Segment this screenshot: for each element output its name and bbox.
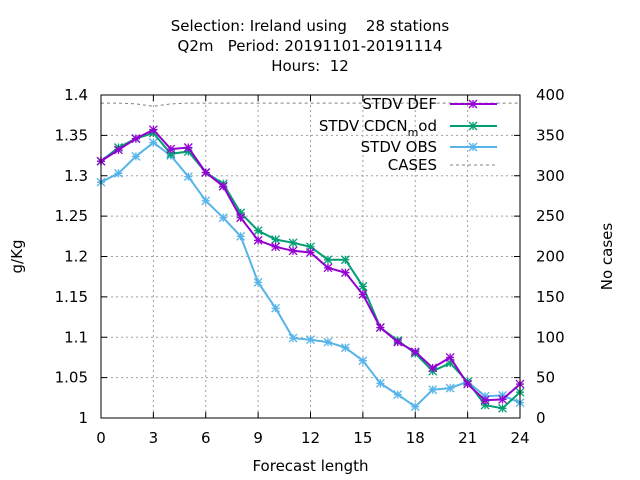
x-tick-label: 24: [510, 429, 529, 447]
data-point-stdv-cdcn: [271, 235, 281, 245]
data-point-stdv-cdcn: [358, 281, 368, 291]
data-point-stdv-def: [218, 181, 228, 191]
data-point-stdv-obs: [445, 383, 455, 393]
data-point-stdv-def: [148, 125, 158, 135]
y2-tick-label: 350: [536, 126, 565, 144]
chart-title-line-2: Q2m Period: 20191101-20191114: [177, 37, 443, 55]
data-point-stdv-obs: [428, 385, 438, 395]
legend-label-stdv-obs: STDV OBS: [361, 138, 437, 156]
y2-tick-label: 150: [536, 288, 565, 306]
x-tick-label: 3: [149, 429, 159, 447]
y2-tick-label: 300: [536, 167, 565, 185]
data-point-stdv-obs: [183, 172, 193, 182]
data-point-stdv-cdcn: [253, 226, 263, 236]
data-point-stdv-obs: [113, 168, 123, 178]
data-point-stdv-obs: [323, 337, 333, 347]
y-tick-label: 1: [78, 409, 88, 427]
y-tick-label: 1.25: [55, 207, 88, 225]
data-point-stdv-def: [253, 235, 263, 245]
data-point-stdv-def: [463, 379, 473, 389]
data-point-stdv-def: [375, 323, 385, 333]
data-point-stdv-cdcn: [340, 255, 350, 265]
data-point-stdv-obs: [201, 196, 211, 206]
data-point-stdv-def: [498, 394, 508, 404]
legend-marker-stdv-obs: [468, 142, 478, 152]
data-point-stdv-cdcn: [323, 255, 333, 265]
data-point-stdv-obs: [288, 333, 298, 343]
y-tick-label: 1.4: [64, 86, 88, 104]
legend-marker-stdv-cdcn: [468, 121, 478, 131]
y-tick-label: 1.2: [64, 248, 88, 266]
data-point-stdv-obs: [131, 151, 141, 161]
data-point-stdv-def: [480, 395, 490, 405]
y2-tick-label: 400: [536, 86, 565, 104]
y2-tick-label: 50: [536, 369, 555, 387]
chart-title-line-3: Hours: 12: [271, 57, 349, 75]
data-point-stdv-obs: [148, 138, 158, 148]
data-point-stdv-def: [236, 213, 246, 223]
x-tick-label: 18: [406, 429, 425, 447]
legend-label-stdv-def: STDV DEF: [362, 95, 437, 113]
data-point-stdv-def: [201, 168, 211, 177]
y2-tick-label: 100: [536, 328, 565, 346]
data-point-stdv-def: [445, 352, 455, 362]
legend-marker-stdv-def: [468, 99, 478, 109]
legend-label-stdv-cdcn: STDV CDCNmod: [319, 117, 437, 139]
x-tick-label: 9: [253, 429, 263, 447]
y-axis-label: g/Kg: [8, 240, 26, 274]
y2-tick-label: 0: [536, 409, 546, 427]
data-point-stdv-def: [288, 246, 298, 256]
y-tick-label: 1.35: [55, 126, 88, 144]
data-point-stdv-def: [113, 145, 123, 155]
data-point-stdv-def: [340, 268, 350, 278]
data-point-stdv-obs: [375, 378, 385, 388]
x-axis-label: Forecast length: [252, 457, 368, 475]
data-point-stdv-obs: [340, 343, 350, 353]
data-point-stdv-obs: [393, 390, 403, 400]
x-tick-label: 6: [201, 429, 211, 447]
x-tick-label: 12: [301, 429, 320, 447]
x-tick-label: 21: [458, 429, 477, 447]
legend-label-cases: CASES: [388, 156, 437, 174]
y2-tick-label: 250: [536, 207, 565, 225]
data-point-stdv-obs: [358, 356, 368, 366]
plot-frame: [100, 94, 521, 419]
x-tick-label: 15: [353, 429, 372, 447]
data-point-stdv-def: [183, 143, 193, 152]
grid: [101, 95, 520, 418]
data-point-stdv-cdcn: [498, 403, 508, 413]
data-point-stdv-obs: [410, 402, 420, 412]
data-point-stdv-obs: [218, 213, 228, 223]
data-point-stdv-def: [271, 242, 281, 252]
data-point-stdv-obs: [253, 277, 263, 287]
data-point-stdv-obs: [271, 303, 281, 313]
data-point-stdv-def: [323, 263, 333, 273]
data-point-stdv-def: [306, 248, 315, 257]
data-point-stdv-obs: [236, 231, 246, 241]
y-tick-label: 1.15: [55, 288, 88, 306]
y-tick-label: 1.1: [64, 328, 88, 346]
y2-axis-label: No cases: [598, 223, 616, 291]
y-tick-label: 1.05: [55, 369, 88, 387]
data-point-stdv-cdcn: [288, 238, 298, 248]
axis-ticks: 0 3 6 9 12 15 18 21 24 1 1.05 1.1 1.15 1.2 1.25 1.3 1.35…: [55, 86, 565, 447]
data-point-stdv-def: [393, 337, 403, 347]
data-point-stdv-def: [358, 289, 368, 299]
data-point-stdv-def: [166, 144, 176, 154]
data-point-stdv-def: [410, 347, 420, 357]
x-tick-label: 0: [96, 429, 106, 447]
data-point-stdv-def: [428, 363, 438, 373]
chart-title-line-1: Selection: Ireland using 28 stations: [170, 17, 450, 35]
y-tick-label: 1.3: [64, 167, 88, 185]
data-point-stdv-obs: [306, 335, 315, 345]
data-point-stdv-def: [131, 134, 141, 144]
y2-tick-label: 200: [536, 248, 565, 266]
